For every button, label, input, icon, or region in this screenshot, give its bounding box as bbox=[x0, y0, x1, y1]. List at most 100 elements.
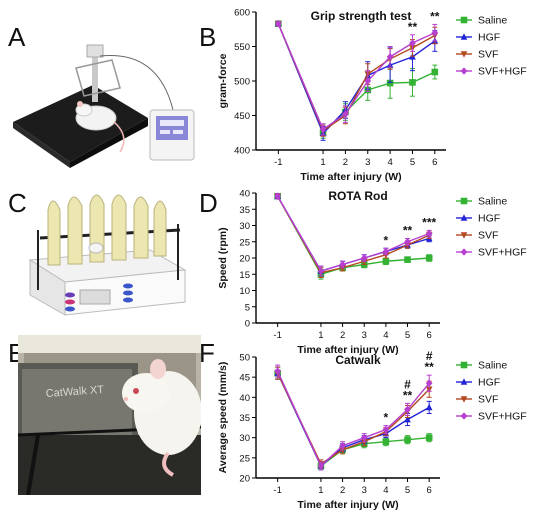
chart1-significance-mark: *** bbox=[422, 215, 436, 229]
chart1-point-saline bbox=[404, 256, 411, 263]
chart0-xtick-label: 3 bbox=[365, 157, 370, 168]
chart0-point-svf-hgf bbox=[364, 77, 372, 85]
chart0-legend-label: HGF bbox=[478, 32, 500, 44]
chart0-point-svf-hgf bbox=[342, 110, 349, 118]
chart1-legend-label: HGF bbox=[478, 213, 500, 225]
chart0-ytick-label: 500 bbox=[234, 77, 250, 88]
chart0-point-svf-hgf bbox=[431, 28, 439, 37]
chart0-xtick-label: 2 bbox=[343, 157, 348, 168]
chart0-xtick-label: 5 bbox=[410, 157, 415, 168]
chart1-point-svf-hgf bbox=[360, 254, 368, 262]
chart2-ytick-label: 50 bbox=[239, 353, 250, 364]
chart2-point-saline bbox=[382, 438, 390, 445]
chart1-ytick-label: 15 bbox=[239, 270, 250, 281]
chart2-point-svf-hgf bbox=[425, 379, 433, 388]
chart1-legend-label: Saline bbox=[478, 196, 507, 208]
chart2-point-hgf bbox=[404, 415, 411, 423]
chart0-xtick-label: 4 bbox=[387, 157, 392, 168]
chart1-point-svf-hgf bbox=[339, 260, 346, 269]
chart1-legend-marker bbox=[460, 214, 468, 221]
chart1-point-saline bbox=[425, 254, 433, 262]
chart1-xlabel: Time after injury (W) bbox=[297, 344, 398, 356]
chart1-legend-marker bbox=[460, 197, 468, 205]
chart1-xtick-label: 1 bbox=[318, 330, 323, 341]
chart0-legend-marker bbox=[460, 16, 468, 24]
chart1-ytick-label: 0 bbox=[245, 319, 250, 330]
chart2-ytick-label: 45 bbox=[239, 373, 250, 384]
chart1-xtick-label: 2 bbox=[340, 330, 345, 341]
chart0-significance-mark: ** bbox=[408, 20, 418, 34]
chart1-point-svf-hgf bbox=[382, 247, 390, 256]
chart2-legend-label: SVF bbox=[478, 394, 498, 406]
chart0-ytick-label: 550 bbox=[234, 42, 250, 53]
chart2-significance-mark: * bbox=[384, 411, 389, 425]
chart0-ytick-label: 600 bbox=[234, 8, 250, 19]
chart2-xtick-label: 6 bbox=[427, 485, 432, 496]
grip-strength-illustration bbox=[13, 44, 195, 168]
chart0-point-saline bbox=[409, 79, 416, 86]
chart2-legend-marker bbox=[460, 396, 468, 403]
chart0-ytick-label: 400 bbox=[234, 146, 250, 157]
panel-label-b: B bbox=[199, 22, 217, 52]
chart1-ytick-label: 35 bbox=[239, 205, 250, 216]
chart0-xtick-label: 1 bbox=[320, 157, 325, 168]
chart0-xlabel: Time after injury (W) bbox=[300, 171, 401, 183]
chart2-point-svf-hgf bbox=[339, 441, 346, 450]
chart2-significance-mark: # bbox=[426, 349, 433, 363]
chart0-point-saline bbox=[386, 79, 394, 87]
chart0-title: Grip strength test bbox=[311, 9, 412, 23]
chart2-title: Catwalk bbox=[335, 353, 381, 367]
chart2-ytick-label: 40 bbox=[239, 393, 250, 404]
chart1-legend-label: SVF bbox=[478, 230, 498, 242]
chart1-ytick-label: 5 bbox=[245, 302, 250, 313]
chart0-legend-marker bbox=[460, 67, 468, 75]
chart2-significance-mark: ** bbox=[425, 360, 435, 374]
catwalk-device-label: CatWalk XT bbox=[45, 384, 104, 400]
chart1-xtick-label: 3 bbox=[362, 330, 367, 341]
chart2-ytick-label: 25 bbox=[239, 453, 250, 464]
chart2-legend-label: Saline bbox=[478, 360, 507, 372]
chart2-xtick-label: 2 bbox=[340, 485, 345, 496]
chart2-point-svf-hgf bbox=[274, 367, 281, 375]
panel-label-a: A bbox=[8, 22, 26, 52]
chart2-legend-label: SVF+HGF bbox=[478, 411, 527, 423]
chart1-ytick-label: 10 bbox=[239, 286, 250, 297]
chart2-significance-mark: # bbox=[404, 377, 411, 391]
chart2-xtick-label: 3 bbox=[362, 485, 367, 496]
chart1-legend-marker bbox=[460, 248, 468, 256]
chart1-ytick-label: 25 bbox=[239, 237, 250, 248]
chart2-ytick-label: 30 bbox=[239, 433, 250, 444]
chart0-legend-label: SVF+HGF bbox=[478, 66, 527, 78]
chart2-legend-marker bbox=[460, 378, 468, 385]
chart1-point-svf-hgf bbox=[425, 229, 433, 238]
chart1-ytick-label: 30 bbox=[239, 221, 250, 232]
chart1-point-svf-hgf bbox=[274, 192, 281, 201]
chart0-legend-marker bbox=[460, 33, 468, 40]
panel-label-c: C bbox=[8, 188, 27, 218]
catwalk-photo: CatWalk XT bbox=[18, 335, 201, 495]
chart1-xtick-label: 4 bbox=[383, 330, 388, 341]
chart2-xtick-label: 5 bbox=[405, 485, 410, 496]
chart2-point-saline bbox=[404, 436, 411, 443]
chart2-ytick-label: 35 bbox=[239, 413, 250, 424]
chart0-ylabel: gram-force bbox=[217, 53, 229, 108]
chart1-legend-marker bbox=[460, 232, 468, 239]
chart2-point-svf-hgf bbox=[404, 405, 411, 414]
chart0-point-svf-hgf bbox=[386, 53, 394, 61]
chart2-xlabel: Time after injury (W) bbox=[297, 499, 398, 511]
chart2-ytick-label: 20 bbox=[239, 474, 250, 485]
chart2-point-svf-hgf bbox=[360, 433, 368, 442]
chart0-point-saline bbox=[431, 68, 439, 76]
chart2-point-saline bbox=[425, 434, 433, 441]
chart2-point-svf-hgf bbox=[317, 462, 325, 470]
panel-label-d: D bbox=[199, 188, 218, 218]
chart1-ylabel: Speed (rpm) bbox=[217, 227, 229, 288]
chart2-legend-label: HGF bbox=[478, 377, 500, 389]
chart1-point-svf-hgf bbox=[317, 267, 325, 275]
chart1-significance-mark: ** bbox=[403, 224, 413, 238]
chart0-significance-mark: ** bbox=[430, 9, 440, 23]
chart0-legend-marker bbox=[460, 51, 468, 58]
chart0-ytick-label: 450 bbox=[234, 111, 250, 122]
chart0-legend-label: Saline bbox=[478, 15, 507, 27]
